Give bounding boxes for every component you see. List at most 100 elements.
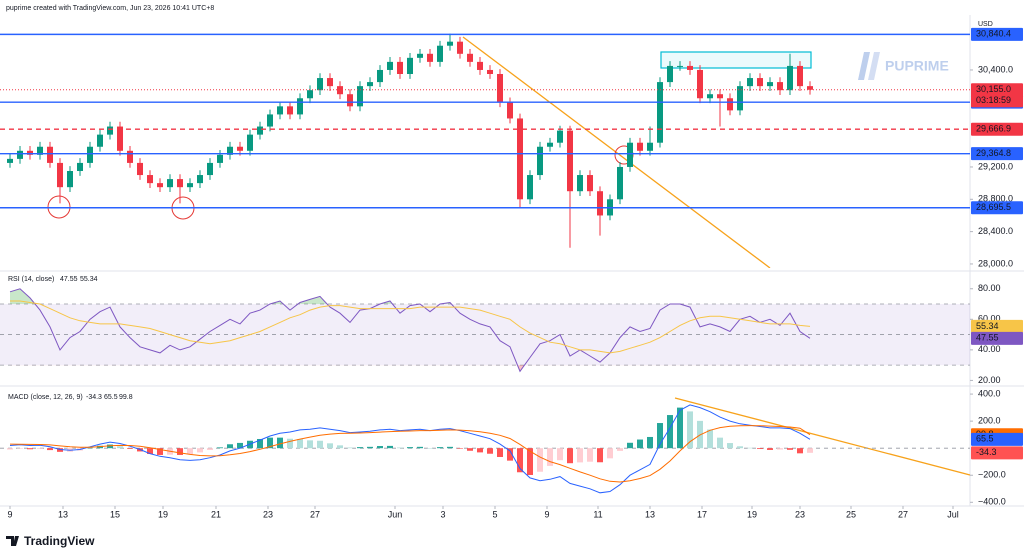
x-tick-label: 25 [846,509,856,519]
last-value-box [971,446,1023,460]
candle-body [427,53,433,62]
candle-body [357,86,363,107]
histogram-bar [627,442,633,449]
candle-body [797,65,803,87]
histogram-bar [237,442,243,449]
footer-logo: TradingView [6,534,95,548]
candle-body [777,82,783,91]
histogram-bar [787,448,793,450]
x-tick-label: 3 [440,509,445,519]
candle-body [487,69,493,75]
candle-body [157,183,163,188]
candle-body [147,175,153,184]
histogram-bar [807,448,813,453]
last-value-box [971,432,1023,446]
candle-body [277,106,283,115]
y-tick-label: 28,000.0 [978,258,1013,268]
candle-body [177,179,183,188]
histogram-bar [527,448,533,475]
footer-text: TradingView [24,534,95,548]
histogram-bar [287,438,293,449]
candle-body [327,78,333,87]
histogram-bar [157,448,163,455]
last-value: 55.34 [976,321,999,331]
candle-body [207,162,213,176]
x-tick-label: 11 [593,509,602,519]
candle-body [667,65,673,83]
last-value: 47.55 [976,333,999,343]
histogram-bar [487,448,493,454]
histogram-bar [117,446,123,449]
candle-body [457,41,463,54]
histogram-bar [87,447,93,449]
histogram-bar [27,448,33,450]
histogram-bar [457,448,463,449]
histogram-bar [337,445,343,449]
histogram-bar [407,447,413,449]
histogram-bar [427,448,433,449]
histogram-bar [107,444,113,449]
last-price-box [971,83,1023,108]
x-tick-label: 19 [747,509,757,519]
histogram-bar [767,448,773,450]
legend-value: -34.3 [86,394,102,401]
candle-body [517,118,523,200]
legend-value: 65.5 [104,394,118,401]
x-tick-label: 23 [795,509,805,519]
candle-body [447,41,453,46]
histogram-bar [587,448,593,462]
currency: USD [978,21,993,28]
y-tick-label: 40.00 [978,344,1001,354]
histogram-bar [477,448,483,453]
candle-body [237,146,243,151]
candle-body [87,146,93,163]
candle-body [217,154,223,163]
histogram-bar [257,438,263,449]
candle-body [687,65,693,70]
level-label: 29,364.8 [976,148,1011,158]
histogram-bar [437,447,443,449]
candle-body [27,150,33,155]
rsi-line [9,288,811,373]
histogram-bar [47,448,53,451]
candle-body [307,90,313,99]
candle-body [437,45,443,62]
pane-title: MACD (close, 12, 26, 9) [8,394,83,401]
y-tick-label: 60.00 [978,314,1001,324]
candle-body [137,162,143,176]
x-tick-label: 27 [310,509,320,519]
candle-body [37,146,43,155]
histogram-bar [567,448,573,464]
histogram-bar [197,448,203,453]
candle-body [497,74,503,103]
legend-value: 47.55 [60,276,78,283]
level-label-box [971,27,1023,41]
histogram-bar [617,448,623,451]
histogram-bar [577,448,583,463]
histogram-bar [377,446,383,449]
histogram-bar [737,446,743,449]
x-tick-label: 17 [697,509,707,519]
candle-body [507,102,513,119]
histogram-bar [537,448,543,472]
candle-body [397,61,403,75]
candle-body [297,98,303,115]
level-label-box [971,201,1023,215]
candle-body [47,146,53,163]
y-tick-label: 80.00 [978,283,1001,293]
histogram-bar [357,447,363,449]
candle-body [77,162,83,172]
candle-body [587,175,593,192]
candle-body [577,175,583,192]
annotations [47,36,812,268]
candle-body [717,94,723,99]
candle-body [527,175,533,200]
candle-body [197,175,203,184]
candle-body [617,166,623,200]
watermark: PUPRIME [858,52,949,80]
candle-body [257,126,263,135]
histogram-bar [547,448,553,466]
candle-body [547,142,553,147]
